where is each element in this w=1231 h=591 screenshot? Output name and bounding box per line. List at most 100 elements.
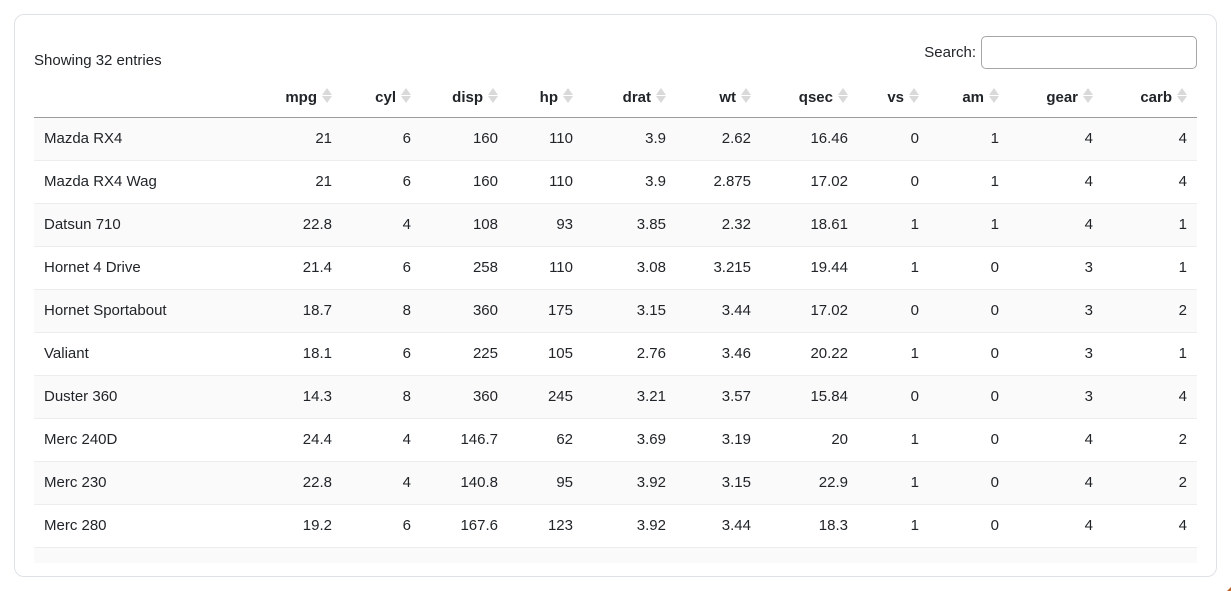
- cell-vs: 0: [858, 117, 929, 161]
- cell-hp: 123: [508, 504, 583, 548]
- cell-drat: 3.92: [583, 504, 676, 548]
- header-row: mpg cyl disp hp drat wt qsec vs am gear carb: [34, 79, 1197, 118]
- cell-mpg: 24.4: [274, 418, 342, 462]
- cell-drat: 3.08: [583, 246, 676, 290]
- cell-am: 1: [929, 117, 1009, 161]
- cell-mpg: 22.8: [274, 203, 342, 247]
- cell-qsec: 18.9: [761, 547, 858, 563]
- search-control: Search:: [924, 35, 1197, 75]
- table-row: Mazda RX4 21 6 160 110 3.9 2.62 16.46 0 1 4 4: [34, 117, 1197, 161]
- row-name-cell: Hornet 4 Drive: [34, 246, 274, 290]
- cell-hp: 175: [508, 289, 583, 333]
- cell-carb: 4: [1103, 547, 1197, 563]
- cell-am: 1: [929, 160, 1009, 204]
- search-label: Search:: [924, 43, 976, 61]
- sort-both-icon: [401, 88, 411, 103]
- cell-qsec: 17.02: [761, 289, 858, 333]
- cell-am: 0: [929, 289, 1009, 333]
- row-name-cell: Datsun 710: [34, 203, 274, 247]
- row-name-cell: Mazda RX4: [34, 117, 274, 161]
- cell-mpg: 18.1: [274, 332, 342, 376]
- cell-gear: 4: [1009, 461, 1103, 505]
- cell-carb: 1: [1103, 332, 1197, 376]
- cell-wt: 3.215: [676, 246, 761, 290]
- column-label: gear: [1046, 89, 1078, 106]
- table-row: Hornet 4 Drive 21.4 6 258 110 3.08 3.215 19.44 1…: [34, 246, 1197, 290]
- column-header-vs[interactable]: vs: [858, 79, 929, 118]
- column-header-carb[interactable]: carb: [1103, 79, 1197, 118]
- cell-cyl: 6: [342, 117, 421, 161]
- cell-disp: 258: [421, 246, 508, 290]
- cell-hp: 95: [508, 461, 583, 505]
- column-header-cyl[interactable]: cyl: [342, 79, 421, 118]
- cell-qsec: 18.3: [761, 504, 858, 548]
- cell-gear: 3: [1009, 246, 1103, 290]
- column-header-qsec[interactable]: qsec: [761, 79, 858, 118]
- cell-cyl: 6: [342, 160, 421, 204]
- cell-hp: 105: [508, 332, 583, 376]
- cell-vs: 1: [858, 203, 929, 247]
- data-table-card: Showing 32 entries Search: mpg cyl disp hp d…: [14, 14, 1217, 577]
- cell-gear: 4: [1009, 547, 1103, 563]
- column-label: vs: [887, 89, 904, 106]
- cell-qsec: 18.61: [761, 203, 858, 247]
- cell-wt: 2.62: [676, 117, 761, 161]
- cell-qsec: 17.02: [761, 160, 858, 204]
- cell-disp: 146.7: [421, 418, 508, 462]
- column-header-wt[interactable]: wt: [676, 79, 761, 118]
- column-header-rowname: [34, 79, 274, 118]
- cell-disp: 108: [421, 203, 508, 247]
- cell-am: 1: [929, 203, 1009, 247]
- column-header-gear[interactable]: gear: [1009, 79, 1103, 118]
- mtcars-table: mpg cyl disp hp drat wt qsec vs am gear carb Mazda …: [34, 79, 1197, 563]
- cell-vs: 1: [858, 332, 929, 376]
- cell-gear: 4: [1009, 418, 1103, 462]
- cell-drat: 2.76: [583, 332, 676, 376]
- sort-both-icon: [909, 88, 919, 103]
- table-row: Duster 360 14.3 8 360 245 3.21 3.57 15.84 0 0 3 4: [34, 375, 1197, 419]
- column-header-am[interactable]: am: [929, 79, 1009, 118]
- cell-disp: 360: [421, 375, 508, 419]
- cell-cyl: 8: [342, 289, 421, 333]
- cell-drat: 3.85: [583, 203, 676, 247]
- cell-carb: 4: [1103, 504, 1197, 548]
- cell-wt: 3.57: [676, 375, 761, 419]
- column-header-mpg[interactable]: mpg: [274, 79, 342, 118]
- cell-mpg: 21: [274, 117, 342, 161]
- sort-both-icon: [1083, 88, 1093, 103]
- cell-wt: 3.44: [676, 547, 761, 563]
- search-input[interactable]: [981, 35, 1197, 69]
- cell-carb: 2: [1103, 289, 1197, 333]
- table-row: Hornet Sportabout 18.7 8 360 175 3.15 3.44 17.0…: [34, 289, 1197, 333]
- cell-gear: 4: [1009, 117, 1103, 161]
- column-header-hp[interactable]: hp: [508, 79, 583, 118]
- cell-vs: 0: [858, 160, 929, 204]
- sort-both-icon: [563, 88, 573, 103]
- cell-gear: 3: [1009, 289, 1103, 333]
- cell-cyl: 6: [342, 332, 421, 376]
- cell-mpg: 21.4: [274, 246, 342, 290]
- cell-hp: 93: [508, 203, 583, 247]
- cell-qsec: 20.22: [761, 332, 858, 376]
- cell-disp: 140.8: [421, 461, 508, 505]
- row-name-cell: Valiant: [34, 332, 274, 376]
- column-header-disp[interactable]: disp: [421, 79, 508, 118]
- entries-info: Showing 32 entries: [34, 51, 162, 69]
- cell-am: 0: [929, 504, 1009, 548]
- table-scroll-area[interactable]: mpg cyl disp hp drat wt qsec vs am gear carb Mazda …: [34, 79, 1197, 563]
- cell-wt: 3.19: [676, 418, 761, 462]
- cell-gear: 4: [1009, 160, 1103, 204]
- table-row: Datsun 710 22.8 4 108 93 3.85 2.32 18.61 1 1 4 1: [34, 203, 1197, 247]
- cell-wt: 3.44: [676, 504, 761, 548]
- cell-cyl: 6: [342, 547, 421, 563]
- cell-carb: 4: [1103, 375, 1197, 419]
- cell-hp: 110: [508, 246, 583, 290]
- row-name-cell: Mazda RX4 Wag: [34, 160, 274, 204]
- cell-am: 0: [929, 375, 1009, 419]
- cell-drat: 3.15: [583, 289, 676, 333]
- cell-qsec: 22.9: [761, 461, 858, 505]
- sort-both-icon: [322, 88, 332, 103]
- column-header-drat[interactable]: drat: [583, 79, 676, 118]
- row-name-cell: Merc 230: [34, 461, 274, 505]
- column-label: hp: [539, 89, 558, 106]
